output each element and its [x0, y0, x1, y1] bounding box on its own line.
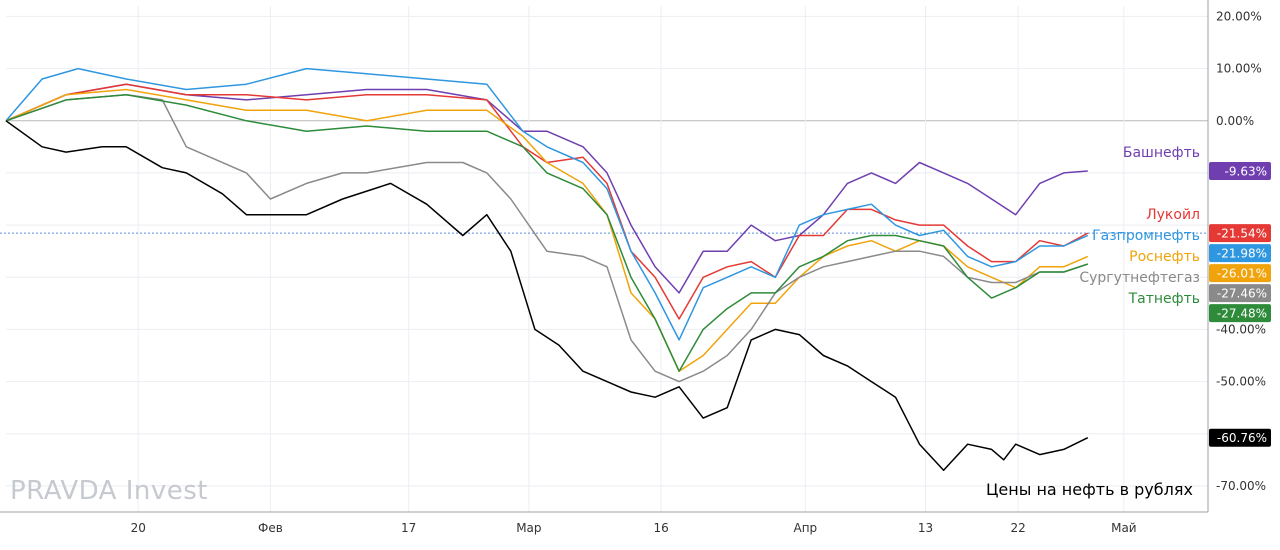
series-name-label: Сургутнефтегаз	[1079, 270, 1200, 286]
value-badge	[1209, 161, 1271, 180]
value-badge	[1209, 428, 1271, 447]
series-line-5	[5, 93, 1089, 372]
series-name-label: Лукойл	[1146, 207, 1200, 223]
value-badge-text: -27.46%	[1217, 287, 1267, 301]
value-badge	[1209, 304, 1271, 323]
watermark: PRAVDA Invest	[10, 476, 208, 506]
x-tick-label: 20	[131, 521, 146, 535]
value-badge-text: -21.98%	[1217, 247, 1267, 261]
y-tick-label: -40.00%	[1216, 322, 1266, 336]
value-badge-text: -26.01%	[1217, 267, 1267, 281]
y-tick-label: 20.00%	[1216, 9, 1262, 23]
value-badge	[1209, 284, 1271, 303]
x-tick-label: 13	[918, 521, 933, 535]
y-tick-label: 10.00%	[1216, 62, 1262, 76]
value-badge-text: -27.48%	[1217, 307, 1267, 321]
value-badge	[1209, 264, 1271, 283]
x-tick-label: Фев	[258, 521, 283, 535]
x-tick-label: Мар	[516, 521, 541, 535]
grid-layer	[0, 6, 1208, 512]
value-badge-text: -60.76%	[1217, 431, 1267, 445]
series-line-4	[5, 93, 1089, 383]
axis-layer: 20.00%10.00%0.00%-40.00%-50.00%-60.00%-7…	[0, 0, 1266, 535]
series-line-1	[5, 83, 1089, 320]
y-tick-label: -70.00%	[1216, 479, 1266, 493]
series-line-3	[5, 88, 1089, 372]
x-tick-label: Апр	[793, 521, 817, 535]
x-tick-label: 16	[653, 521, 668, 535]
series-name-label: Татнефть	[1128, 291, 1200, 307]
value-badge-text: -9.63%	[1225, 164, 1267, 178]
chart-caption: Цены на нефть в рублях	[986, 480, 1193, 499]
value-badge	[1209, 244, 1271, 263]
value-badge-text: -21.54%	[1217, 227, 1267, 241]
value-badge	[1209, 224, 1271, 243]
series-line-6	[5, 120, 1089, 472]
series-name-label: Газпромнефть	[1092, 228, 1200, 244]
x-tick-label: 22	[1010, 521, 1025, 535]
x-tick-label: Май	[1111, 521, 1137, 535]
x-tick-label: 17	[401, 521, 416, 535]
series-line-2	[5, 67, 1089, 341]
series-line-0	[5, 83, 1088, 294]
y-tick-label: 0.00%	[1216, 114, 1254, 128]
series-name-label: Башнефть	[1123, 145, 1200, 161]
series-layer	[5, 67, 1089, 472]
label-layer: -9.63% -21.54% -21.98% -26.01% -27.46% -27.48…	[1079, 145, 1271, 447]
y-tick-label: -50.00%	[1216, 375, 1266, 389]
series-name-label: Роснефть	[1129, 249, 1200, 265]
